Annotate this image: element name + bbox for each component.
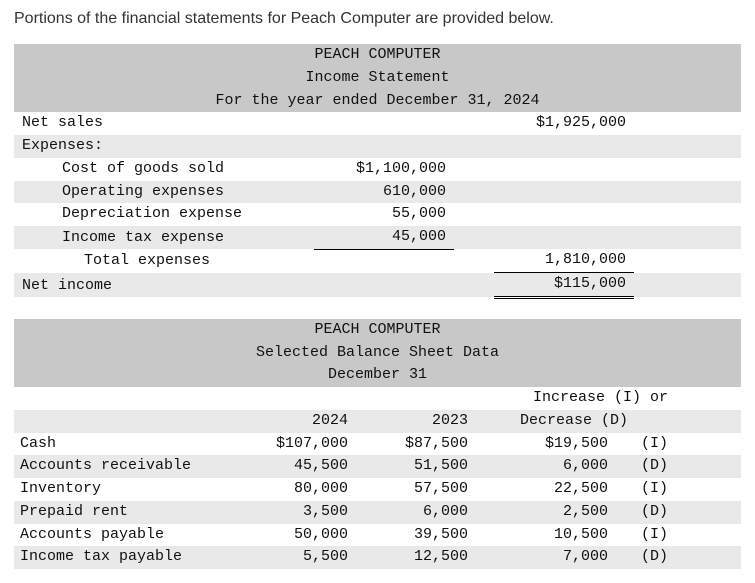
net-income-value: $115,000 [494, 273, 634, 298]
income-statement-table: PEACH COMPUTER Income Statement For the … [14, 44, 741, 299]
is-company: PEACH COMPUTER [14, 44, 741, 67]
total-expenses-label: Total expenses [54, 249, 314, 272]
is-period: For the year ended December 31, 2024 [14, 90, 741, 113]
balance-sheet-table: PEACH COMPUTER Selected Balance Sheet Da… [14, 319, 741, 569]
bs-row-dir: (D) [614, 546, 674, 569]
bs-row-chg: 22,500 [474, 478, 614, 501]
bs-row-y1: 45,500 [234, 455, 354, 478]
bs-row-dir: (I) [614, 524, 674, 547]
expense-row-label: Operating expenses [54, 181, 314, 204]
bs-row-label: Prepaid rent [14, 501, 234, 524]
net-sales-label: Net sales [14, 112, 314, 135]
bs-row-dir: (D) [614, 455, 674, 478]
expense-row-value: 55,000 [314, 203, 454, 226]
expense-row-label: Depreciation expense [54, 203, 314, 226]
expense-row-value: $1,100,000 [314, 158, 454, 181]
bs-row-y1: 3,500 [234, 501, 354, 524]
bs-row-label: Income tax payable [14, 546, 234, 569]
expense-row-value: 610,000 [314, 181, 454, 204]
col-change-top: Increase (I) or [474, 387, 674, 410]
bs-row-chg: 10,500 [474, 524, 614, 547]
bs-title: Selected Balance Sheet Data [14, 342, 741, 365]
bs-row-chg: 2,500 [474, 501, 614, 524]
col-year2: 2023 [354, 410, 474, 433]
bs-row-y2: 39,500 [354, 524, 474, 547]
net-sales-value: $1,925,000 [494, 112, 634, 135]
bs-row-label: Accounts receivable [14, 455, 234, 478]
bs-row-y1: $107,000 [234, 433, 354, 456]
net-income-label: Net income [14, 273, 314, 298]
bs-company: PEACH COMPUTER [14, 319, 741, 342]
bs-row-dir: (I) [614, 478, 674, 501]
bs-asof: December 31 [14, 364, 741, 387]
bs-row-dir: (D) [614, 501, 674, 524]
col-year1: 2024 [234, 410, 354, 433]
intro-text: Portions of the financial statements for… [14, 10, 741, 28]
col-change-bottom: Decrease (D) [474, 410, 674, 433]
bs-row-label: Accounts payable [14, 524, 234, 547]
expense-row-label: Income tax expense [54, 226, 314, 249]
bs-row-chg: 6,000 [474, 455, 614, 478]
bs-row-dir: (I) [614, 433, 674, 456]
bs-row-y2: 57,500 [354, 478, 474, 501]
bs-row-label: Inventory [14, 478, 234, 501]
bs-row-y1: 80,000 [234, 478, 354, 501]
total-expenses-value: 1,810,000 [494, 249, 634, 272]
bs-row-y2: 12,500 [354, 546, 474, 569]
bs-row-chg: $19,500 [474, 433, 614, 456]
bs-row-chg: 7,000 [474, 546, 614, 569]
is-title: Income Statement [14, 67, 741, 90]
expense-row-label: Cost of goods sold [54, 158, 314, 181]
bs-row-y2: 51,500 [354, 455, 474, 478]
expenses-label: Expenses: [14, 135, 314, 158]
bs-row-label: Cash [14, 433, 234, 456]
bs-row-y1: 5,500 [234, 546, 354, 569]
expense-row-value: 45,000 [314, 226, 454, 249]
bs-row-y2: $87,500 [354, 433, 474, 456]
bs-row-y1: 50,000 [234, 524, 354, 547]
bs-row-y2: 6,000 [354, 501, 474, 524]
